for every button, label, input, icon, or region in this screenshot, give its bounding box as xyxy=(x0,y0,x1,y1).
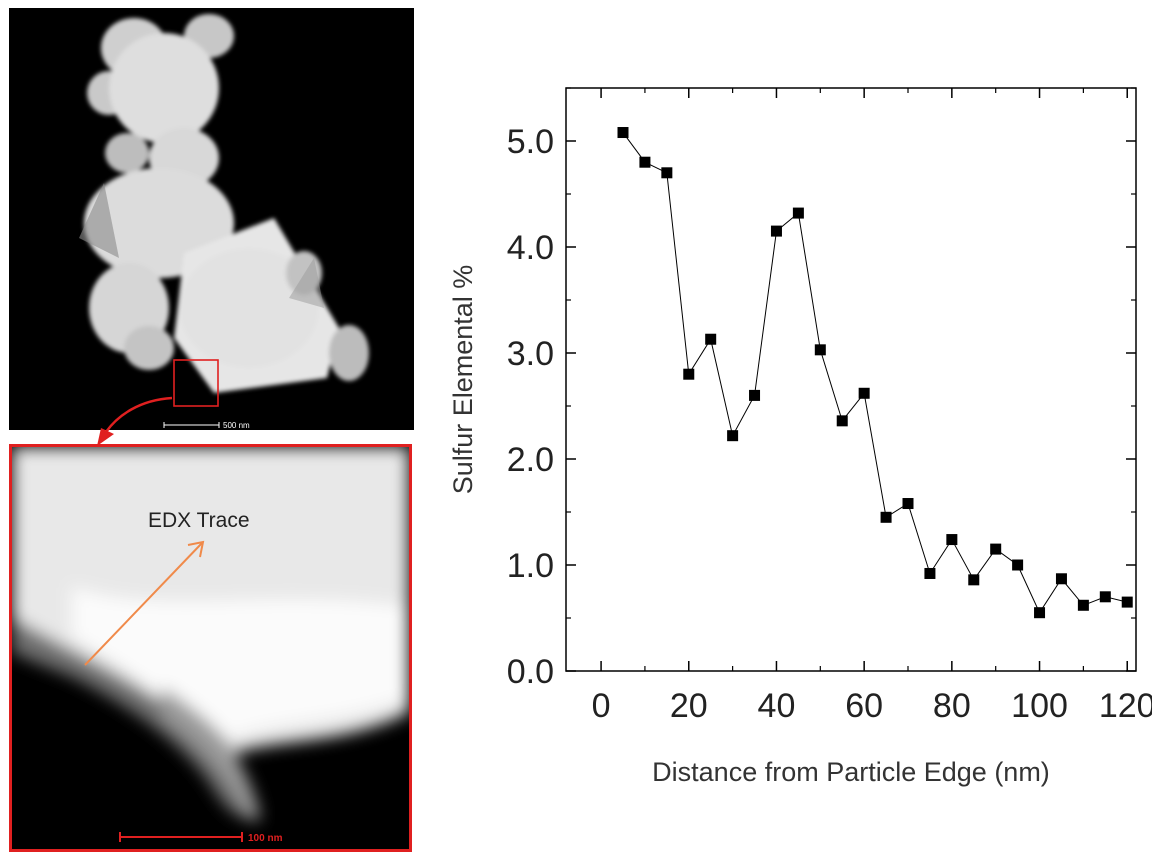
y-axis-title: Sulfur Elemental % xyxy=(448,265,478,495)
data-point xyxy=(617,127,629,139)
tem-zoom-graphic: EDX Trace 100 nm xyxy=(12,447,409,849)
x-tick-label: 60 xyxy=(845,687,883,725)
data-point xyxy=(792,207,804,219)
chart-svg: 0 20 40 60 80 100 120 0.0 1.0 2.0 3.0 4.0 5.0 Distan… xyxy=(448,87,1152,787)
data-point xyxy=(1055,573,1067,585)
x-tick-label: 40 xyxy=(758,687,796,725)
y-tick-label: 5.0 xyxy=(507,123,554,161)
data-point xyxy=(924,567,936,579)
scale-label-zoom: 100 nm xyxy=(248,833,283,844)
data-point xyxy=(1012,559,1024,571)
y-tick-label: 2.0 xyxy=(507,441,554,479)
sulfur-profile-chart: 0 20 40 60 80 100 120 0.0 1.0 2.0 3.0 4.0 5.0 Distan… xyxy=(420,60,1152,855)
edx-trace-arrow xyxy=(84,542,203,666)
data-point xyxy=(836,415,848,427)
data-point xyxy=(1077,599,1089,611)
tem-overview-graphic: 500 nm xyxy=(9,8,414,430)
x-tick-label: 20 xyxy=(670,687,708,725)
data-point xyxy=(770,225,782,237)
data-point xyxy=(814,344,826,356)
data-point xyxy=(946,534,958,546)
x-tick-label: 100 xyxy=(1011,687,1068,725)
zoom-region-box xyxy=(173,359,219,407)
data-point xyxy=(1034,607,1046,619)
y-tick-label: 4.0 xyxy=(507,229,554,267)
data-point xyxy=(858,387,870,399)
data-point xyxy=(990,543,1002,555)
data-point xyxy=(639,156,651,168)
plot-frame xyxy=(565,87,1137,672)
x-tick-label: 0 xyxy=(592,687,611,725)
tem-overview-image: 500 nm xyxy=(9,8,414,430)
data-point xyxy=(661,167,673,179)
data-point xyxy=(683,368,695,380)
y-tick-label: 3.0 xyxy=(507,335,554,373)
data-point xyxy=(749,389,761,401)
scale-label-top: 500 nm xyxy=(223,421,250,430)
data-point xyxy=(880,511,892,523)
data-point xyxy=(1121,596,1133,608)
x-tick-label: 120 xyxy=(1099,687,1152,725)
x-axis-title: Distance from Particle Edge (nm) xyxy=(652,757,1050,787)
data-point xyxy=(1099,591,1111,603)
y-tick-label: 0.0 xyxy=(507,653,554,691)
data-point xyxy=(705,333,717,345)
series-line xyxy=(622,132,1128,614)
data-point xyxy=(968,574,980,586)
y-tick-label: 1.0 xyxy=(507,547,554,585)
edx-trace-label: EDX Trace xyxy=(148,509,250,532)
data-point xyxy=(727,430,739,442)
data-point xyxy=(902,498,914,510)
x-tick-label: 80 xyxy=(933,687,971,725)
tem-zoom-image: EDX Trace 100 nm xyxy=(9,444,412,852)
